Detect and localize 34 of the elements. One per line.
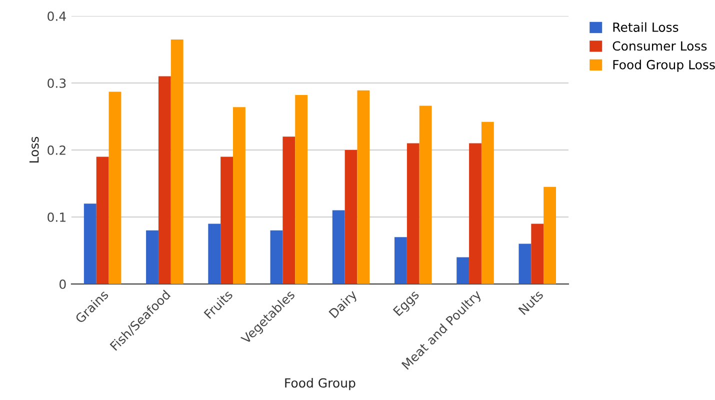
bar	[406, 143, 420, 284]
bar	[96, 156, 109, 284]
x-axis-title: Food Group	[285, 378, 356, 390]
y-tick-label: 0.4	[48, 11, 66, 21]
bar	[544, 186, 556, 284]
bar	[469, 143, 482, 284]
bar	[233, 107, 246, 284]
bar	[220, 156, 233, 284]
legend-label: Consumer Loss	[612, 41, 707, 51]
bar	[146, 230, 158, 284]
bar	[481, 122, 494, 284]
bar	[170, 39, 184, 284]
bar	[158, 76, 171, 284]
legend-label: Retail Loss	[613, 22, 678, 32]
bar	[344, 150, 358, 284]
bar	[108, 92, 122, 284]
bar	[332, 210, 345, 284]
bar	[270, 230, 283, 284]
bar	[518, 244, 532, 284]
bar	[295, 95, 308, 284]
y-axis-title: Loss	[29, 136, 39, 162]
bar	[419, 106, 432, 284]
legend-label: Food Group Loss	[613, 60, 715, 72]
y-tick-label: 0.3	[48, 78, 66, 88]
y-tick-label: 0.1	[48, 212, 66, 222]
bar	[84, 204, 96, 284]
bar	[456, 257, 470, 284]
bar	[531, 224, 544, 284]
bar	[282, 136, 296, 284]
bar	[208, 224, 221, 284]
bar	[357, 90, 370, 284]
bar	[394, 237, 407, 284]
y-tick-label: 0	[60, 279, 66, 289]
y-tick-label: 0.2	[48, 145, 66, 155]
